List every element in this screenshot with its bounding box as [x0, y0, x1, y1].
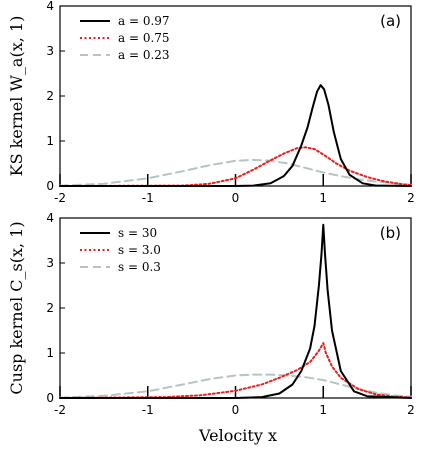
- legend-entry: s = 0.3: [118, 260, 161, 274]
- y-tick-label: 2: [46, 301, 54, 315]
- y-tick-label: 3: [46, 256, 54, 270]
- series-line-dashed: [59, 158, 412, 187]
- y-tick-label: 0: [46, 391, 54, 405]
- x-tick-label: 2: [407, 403, 415, 417]
- panel-tag: (a): [380, 12, 401, 30]
- plot-frame: [59, 5, 412, 187]
- plot-frame: [59, 217, 412, 399]
- panel-b: 0 1 2 3 4 -2 -1 0 1 2 s = 30 s = 3.0 s = 0.3 (b) Cusp …: [7, 211, 415, 417]
- x-tick-label: 1: [319, 403, 327, 417]
- series-line-dotted: [59, 342, 412, 399]
- y-axis-label: KS kernel W_a(x, 1): [7, 16, 26, 177]
- legend-entry: a = 0.23: [118, 48, 170, 62]
- x-tick-label: -1: [142, 403, 154, 417]
- x-tick-label: -1: [142, 191, 154, 205]
- x-axis-label: Velocity x: [198, 426, 277, 445]
- legend-entry: s = 3.0: [118, 243, 161, 257]
- y-tick-label: 4: [46, 211, 54, 225]
- y-tick-label: 3: [46, 44, 54, 58]
- legend-entry: a = 0.97: [118, 14, 170, 28]
- x-tick-label: 1: [319, 191, 327, 205]
- panel-tag: (b): [380, 224, 401, 242]
- legend-entry: a = 0.75: [118, 31, 170, 45]
- series-line-dashed: [59, 373, 412, 399]
- y-tick-label: 1: [46, 134, 54, 148]
- x-tick-label: 0: [232, 191, 240, 205]
- series-line-solid: [59, 223, 412, 399]
- legend-entry: s = 30: [118, 226, 157, 240]
- x-tick-label: 0: [232, 403, 240, 417]
- y-tick-label: 1: [46, 346, 54, 360]
- series-line-dotted: [59, 146, 412, 187]
- x-tick-label: -2: [54, 403, 66, 417]
- y-tick-label: 2: [46, 89, 54, 103]
- y-tick-label: 4: [46, 0, 54, 13]
- y-axis-label: Cusp kernel C_s(x, 1): [7, 221, 26, 394]
- panel-a: 0 1 2 3 4 -2 -1 0 1 2 a = 0.97 a = 0.75 a = 0.23 (a) K…: [7, 0, 415, 205]
- x-tick-label: -2: [54, 191, 66, 205]
- x-tick-label: 2: [407, 191, 415, 205]
- y-tick-label: 0: [46, 179, 54, 193]
- series-line-solid: [59, 84, 412, 187]
